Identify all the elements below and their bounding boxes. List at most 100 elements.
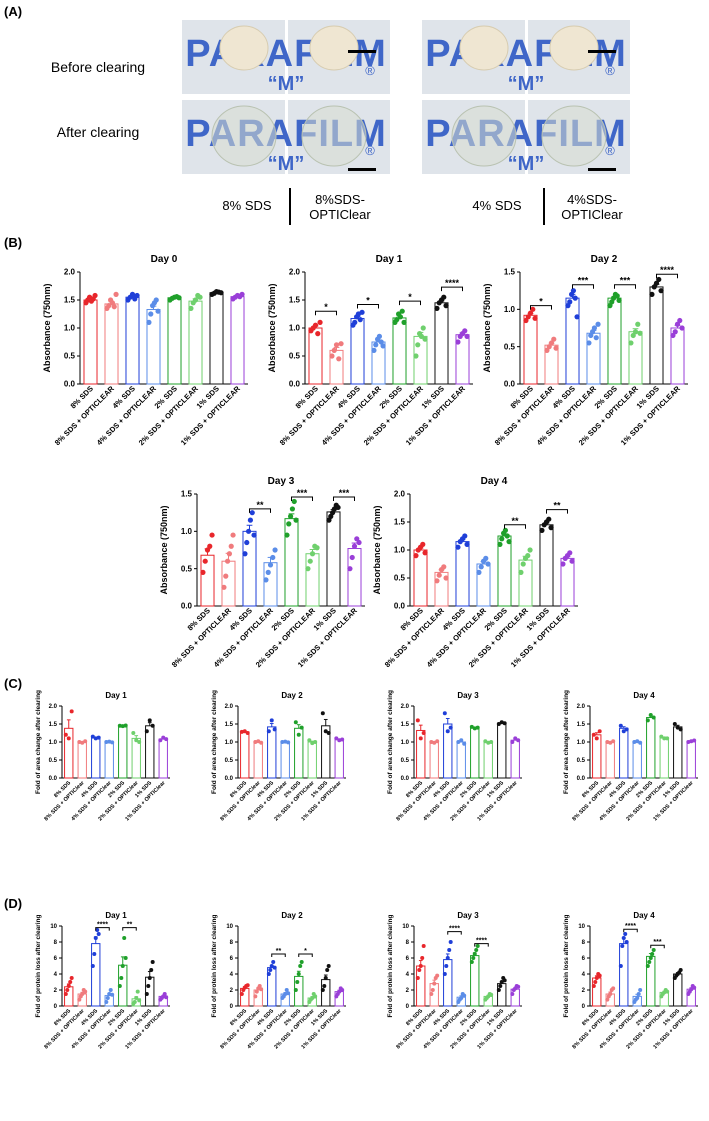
data-point <box>356 539 362 546</box>
chart-title: Day 4 <box>481 476 508 487</box>
data-point <box>605 997 610 1002</box>
parafilm-subtext: “M” <box>508 153 545 175</box>
data-point <box>624 940 629 944</box>
data-point <box>441 294 447 300</box>
data-point <box>351 543 358 549</box>
data-point <box>315 331 321 337</box>
y-tick-label: 4 <box>54 972 58 978</box>
data-point <box>293 988 298 992</box>
data-point <box>320 711 325 716</box>
data-point <box>104 740 109 744</box>
data-point <box>485 561 491 567</box>
data-point <box>245 983 250 988</box>
data-point <box>224 558 231 564</box>
data-point <box>380 343 386 349</box>
data-point <box>329 353 335 359</box>
data-point <box>331 347 337 353</box>
data-point <box>96 932 101 936</box>
data-point <box>104 1000 109 1004</box>
bar <box>350 317 365 385</box>
significance-bracket <box>447 931 462 935</box>
data-point <box>570 288 577 294</box>
data-point <box>263 577 269 583</box>
data-point <box>111 304 117 310</box>
data-point <box>415 342 421 348</box>
significance-bracket <box>650 944 665 949</box>
bar <box>646 955 656 1007</box>
bar <box>326 511 341 607</box>
bar <box>646 717 656 779</box>
y-tick-label: 0.0 <box>49 776 58 782</box>
data-point <box>662 736 667 741</box>
bar <box>659 737 669 779</box>
data-point <box>192 297 199 303</box>
data-point <box>670 332 676 339</box>
data-point <box>322 984 327 988</box>
data-point <box>647 960 652 964</box>
data-point <box>445 956 450 960</box>
data-point <box>266 729 271 734</box>
significance-label: **** <box>97 922 108 929</box>
parafilm-subtext: “M” <box>268 153 305 175</box>
scale-bar <box>348 50 376 53</box>
significance-bracket <box>291 496 313 501</box>
data-point <box>146 984 151 988</box>
scale-bar <box>588 50 616 53</box>
data-point <box>413 353 419 359</box>
data-point <box>96 735 101 740</box>
data-point <box>105 996 110 1000</box>
bar <box>518 559 533 607</box>
data-point <box>525 553 531 559</box>
data-point <box>123 956 128 960</box>
data-point <box>123 723 128 728</box>
y-tick-label: 0.5 <box>504 342 516 351</box>
data-point <box>323 729 328 734</box>
scale-bar <box>588 168 616 171</box>
data-point <box>635 996 640 1000</box>
significance-label: * <box>408 292 412 302</box>
data-point <box>296 972 301 976</box>
chart-title: Day 3 <box>457 911 479 920</box>
data-point <box>239 992 244 996</box>
y-tick-label: 0.0 <box>401 776 410 782</box>
data-point <box>310 996 315 1000</box>
bar <box>280 741 290 779</box>
y-tick-label: 4 <box>230 972 234 978</box>
chart-title: Day 3 <box>457 691 479 700</box>
y-tick-label: 2.0 <box>64 268 76 277</box>
significance-bracket <box>122 927 137 931</box>
data-point <box>597 973 602 978</box>
significance-bracket <box>572 284 594 289</box>
bar <box>434 302 449 385</box>
data-point <box>630 332 636 339</box>
tissue-sample <box>219 25 269 71</box>
bar <box>619 943 629 1007</box>
data-point <box>245 528 252 534</box>
bar <box>416 965 426 1007</box>
y-tick-label: 10 <box>578 924 585 930</box>
bar <box>686 740 696 779</box>
data-point <box>108 988 113 992</box>
data-point <box>672 329 678 335</box>
data-point <box>349 554 355 561</box>
data-point <box>591 325 598 331</box>
data-point <box>504 533 510 539</box>
data-point <box>259 740 264 745</box>
data-point <box>68 980 73 984</box>
significance-label: **** <box>476 938 487 945</box>
data-point <box>259 987 264 992</box>
data-point <box>188 305 194 311</box>
data-point <box>132 1000 137 1004</box>
y-tick-label: 2 <box>582 988 586 994</box>
data-point <box>623 932 628 936</box>
data-point <box>320 988 325 992</box>
registered-mark: ® <box>365 63 375 78</box>
bar <box>221 560 236 607</box>
y-axis-label: Fold of area change after clearing <box>211 690 218 794</box>
data-point <box>518 569 524 576</box>
y-tick-label: 0 <box>230 1004 234 1010</box>
chart-d-day-1: Day 1 0 2 4 6 8 10 Fold of protein loss after c… <box>35 911 170 1050</box>
significance-label: ** <box>127 922 133 929</box>
data-point <box>665 736 670 741</box>
